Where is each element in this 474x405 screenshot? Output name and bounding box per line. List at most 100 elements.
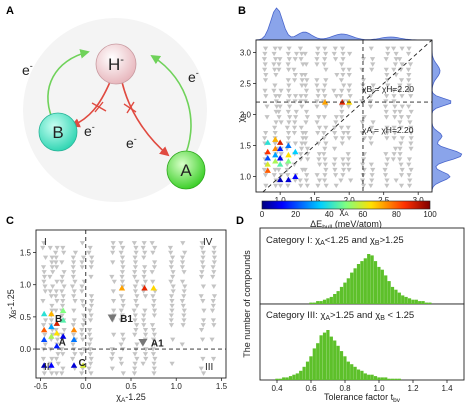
panel-b-xlabel: χA	[339, 206, 349, 218]
grey-marker	[331, 162, 337, 168]
grey-marker	[391, 94, 397, 99]
histogram-bar	[380, 377, 384, 380]
grey-marker	[201, 308, 207, 314]
grey-marker	[332, 157, 338, 162]
grey-marker	[141, 274, 147, 280]
grey-marker	[88, 361, 94, 367]
grey-marker	[264, 104, 270, 110]
colored-marker	[276, 139, 284, 145]
grey-marker	[179, 279, 186, 285]
grey-marker	[406, 104, 412, 110]
grey-marker	[47, 274, 53, 280]
grey-marker	[198, 327, 205, 333]
histogram-bar	[394, 378, 398, 380]
arrow-a-to-h	[150, 54, 192, 161]
histogram-bar	[360, 261, 364, 304]
grey-marker	[169, 255, 176, 261]
x-tick-label: 1.4	[441, 384, 453, 393]
histogram-bar	[418, 301, 422, 304]
grey-marker	[385, 51, 391, 57]
grey-marker	[369, 178, 375, 183]
grey-marker	[59, 279, 65, 285]
grey-marker	[278, 88, 284, 94]
grey-marker	[287, 115, 293, 120]
grey-marker	[49, 356, 55, 362]
grey-marker	[345, 162, 351, 168]
grey-marker	[369, 88, 375, 94]
grey-marker	[141, 289, 147, 294]
grey-marker	[391, 88, 397, 94]
panel-b: B 1.0 1.5 2.0 2.5 3.0 1.0 1.5 2.0 2.5 3.0 χB = χH…	[236, 5, 463, 218]
grey-marker	[359, 130, 365, 136]
grey-marker	[41, 371, 47, 376]
grey-marker	[298, 146, 305, 152]
grey-marker	[408, 94, 414, 99]
grey-marker	[398, 78, 405, 83]
histogram-bar	[367, 374, 371, 380]
grey-marker	[181, 318, 187, 323]
grey-marker	[141, 241, 147, 246]
grey-marker	[273, 99, 280, 104]
region-label-4: IV	[203, 237, 213, 248]
grey-marker	[132, 361, 138, 367]
grey-marker	[278, 120, 284, 125]
grey-marker	[140, 245, 146, 251]
colored-marker	[59, 307, 67, 313]
grey-marker	[359, 120, 365, 125]
grey-marker	[110, 260, 116, 265]
histogram-bar	[394, 289, 398, 304]
grey-marker	[132, 270, 138, 275]
grey-marker	[179, 299, 185, 304]
grey-marker	[304, 115, 310, 120]
grey-marker	[383, 115, 390, 120]
grey-marker	[285, 136, 292, 141]
grey-marker	[298, 94, 304, 99]
panel-b-letter: B	[238, 5, 246, 17]
grey-marker	[385, 83, 391, 88]
colored-marker	[59, 317, 67, 323]
histogram-bar	[384, 377, 388, 380]
grey-marker	[331, 51, 337, 57]
histogram-bar	[397, 292, 401, 304]
grey-marker	[40, 347, 47, 352]
colored-marker	[292, 148, 299, 155]
grey-marker	[285, 130, 292, 136]
histogram-bar	[414, 299, 418, 304]
panel-b-grey-points	[261, 46, 414, 189]
grey-marker	[119, 279, 126, 285]
grey-marker	[152, 260, 158, 265]
grey-marker	[152, 245, 158, 251]
colorbar-tick-label: 40	[325, 210, 334, 219]
grey-marker	[333, 115, 339, 120]
histogram-bar	[401, 295, 405, 304]
grey-marker	[314, 51, 321, 57]
grey-marker	[41, 279, 47, 285]
y-tick-label: 3.0	[240, 48, 252, 57]
grey-marker	[79, 327, 85, 333]
grey-marker	[285, 173, 291, 178]
colorbar-tick-label: 60	[358, 210, 367, 219]
grey-marker	[273, 183, 279, 189]
grey-marker	[384, 72, 390, 78]
grey-marker	[140, 361, 146, 367]
grey-marker	[273, 120, 279, 125]
grey-marker	[339, 141, 345, 146]
grey-marker	[40, 299, 46, 304]
colored-marker	[272, 151, 279, 158]
grey-marker	[59, 337, 66, 343]
colored-marker	[272, 158, 279, 164]
grey-marker	[293, 51, 300, 57]
grey-marker	[347, 51, 353, 57]
grey-marker	[384, 136, 390, 141]
grey-marker	[81, 347, 87, 352]
grey-marker	[392, 62, 399, 67]
grey-marker	[132, 352, 138, 357]
grey-marker	[393, 72, 399, 78]
grey-marker	[303, 94, 309, 99]
grey-marker	[199, 241, 205, 246]
colored-marker	[53, 320, 61, 326]
grey-marker	[200, 284, 206, 289]
grey-marker	[341, 83, 347, 88]
electron-label-3: e-	[84, 122, 95, 139]
